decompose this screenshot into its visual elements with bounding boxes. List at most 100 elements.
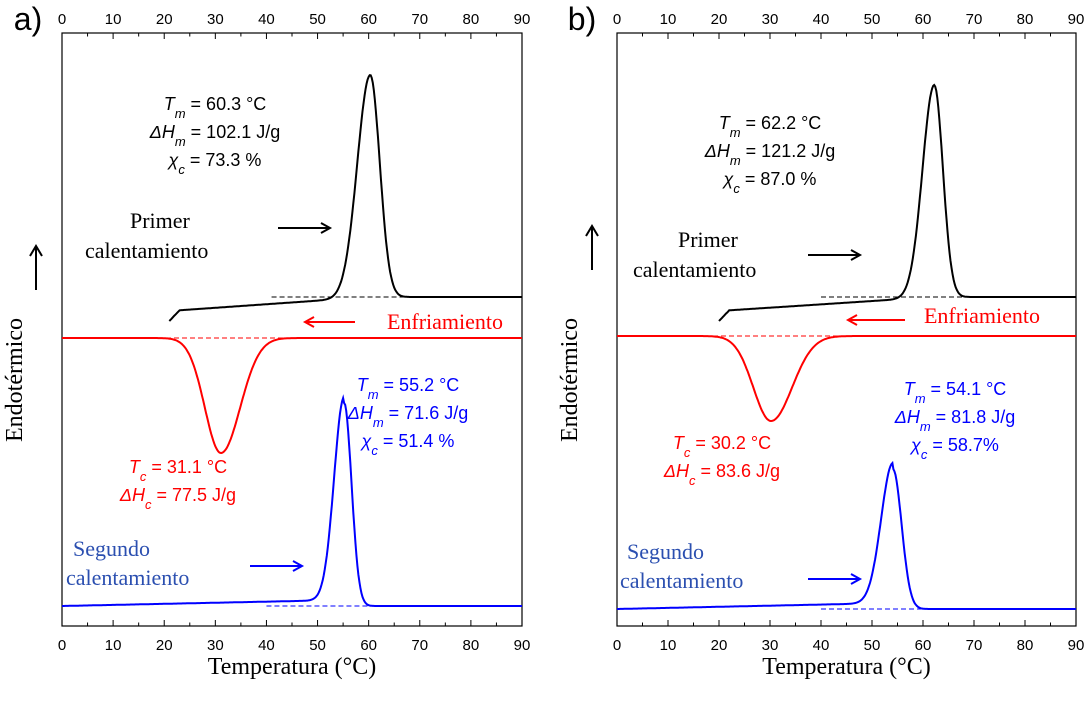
x-tick-label-top: 70 [966,11,983,28]
annot-sub: m [175,106,186,121]
x-tick-label-top: 0 [58,11,66,28]
annot-sub: m [373,415,384,430]
annot-sub: c [140,469,147,484]
x-tick-label-top: 20 [156,11,173,28]
annot-value: = 60.3 °C [186,94,267,114]
x-tick-label-top: 0 [613,11,621,28]
annot-value: = 73.3 % [185,150,262,170]
annot-value: = 31.1 °C [146,457,227,477]
annotation-first-heating-line-2: ΔHm = 121.2 J/g [704,141,836,168]
x-tick-label-bottom: 90 [514,637,531,654]
annot-value: = 51.4 % [378,431,455,451]
annot-sub: m [175,134,186,149]
x-tick-label-top: 40 [258,11,275,28]
annot-sym: χ [360,431,373,451]
x-tick-label-top: 50 [864,11,881,28]
annotation-first-heating-line-1: Tm = 60.3 °C [164,94,267,121]
annot-sub: c [689,473,696,488]
x-tick-label-top: 90 [514,11,531,28]
annotation-first-heating-line-3: χc = 87.0 % [722,169,817,196]
annot-sub: m [915,391,926,406]
curve-label-second-1: Segundo [627,539,704,564]
curve-label-first-1: Primer [678,227,739,252]
annotation-cooling-line-2: ΔHc = 77.5 J/g [119,485,236,512]
x-tick-label-bottom: 0 [58,637,66,654]
annot-sub: c [178,162,185,177]
annot-value: = 55.2 °C [379,375,460,395]
curve-label-cooling: Enfriamiento [924,303,1040,328]
annotation-second-heating-line-2: ΔHm = 81.8 J/g [894,407,1015,434]
annot-sym: T [904,379,917,399]
x-tick-label-top: 90 [1068,11,1085,28]
x-tick-label-top: 20 [711,11,728,28]
x-tick-label-bottom: 80 [1017,637,1034,654]
x-tick-label-bottom: 40 [258,637,275,654]
x-tick-label-bottom: 60 [360,637,377,654]
endotherm-arrow-head [585,224,599,237]
annot-sub: c [371,443,378,458]
annot-sub: m [730,153,741,168]
annot-sym: χ [722,169,735,189]
x-tick-label-bottom: 10 [105,637,122,654]
annotation-second-heating-line-3: χc = 58.7% [909,435,999,462]
x-tick-label-top: 60 [915,11,932,28]
annot-sym: T [357,375,370,395]
x-tick-label-top: 40 [813,11,830,28]
chart-panel-a: a) 0 0 10 10 20 20 30 30 40 40 50 50 60 60 70 70 80 80 90 90… [2,1,530,680]
annot-value: = 87.0 % [740,169,817,189]
panel-label: a) [14,1,42,37]
annot-sym: ΔH [149,122,176,142]
annot-sym: T [129,457,142,477]
annot-sym: ΔH [704,141,731,161]
annotation-second-heating-line-3: χc = 51.4 % [360,431,455,458]
x-tick-label-top: 80 [463,11,480,28]
annotation-second-heating-line-2: ΔHm = 71.6 J/g [347,403,468,430]
x-tick-label-bottom: 50 [309,637,326,654]
x-tick-label-top: 70 [411,11,428,28]
arrow-first-heating-head [320,222,333,234]
arrow-second-heating-head [850,573,863,585]
x-tick-label-bottom: 10 [660,637,677,654]
annot-sym: χ [909,435,922,455]
x-tick-label-bottom: 40 [813,637,830,654]
curve-label-cooling: Enfriamiento [387,309,503,334]
arrow-second-heating-head [292,560,305,572]
arrow-cooling-head [845,314,858,326]
x-tick-label-bottom: 60 [915,637,932,654]
x-tick-label-bottom: 90 [1068,637,1085,654]
annot-value: = 30.2 °C [690,433,771,453]
x-tick-label-top: 30 [207,11,224,28]
x-tick-label-bottom: 80 [463,637,480,654]
x-axis-label: Temperatura (°C) [208,654,377,680]
annot-sym: ΔH [119,485,146,505]
annotation-cooling-line-1: Tc = 30.2 °C [673,433,771,460]
curve-label-second-1: Segundo [73,536,150,561]
annot-sub: m [368,387,379,402]
curve-label-first-2: calentamiento [633,257,756,282]
annot-sub: c [733,181,740,196]
x-tick-label-bottom: 0 [613,637,621,654]
x-tick-label-bottom: 70 [966,637,983,654]
annotation-first-heating-line-3: χc = 73.3 % [167,150,262,177]
x-tick-label-bottom: 20 [156,637,173,654]
annot-value: = 62.2 °C [741,113,822,133]
series-line-first [168,74,522,322]
annot-sym: ΔH [663,461,690,481]
annot-sub: c [684,445,691,460]
annot-value: = 102.1 J/g [186,122,281,142]
x-tick-label-top: 10 [660,11,677,28]
series-line-first [718,83,1076,322]
annotation-second-heating-line-1: Tm = 55.2 °C [357,375,460,402]
annot-sym: T [164,94,177,114]
annot-value: = 81.8 J/g [931,407,1016,427]
y-axis-label: Endotérmico [557,318,583,442]
annot-value: = 121.2 J/g [741,141,836,161]
annot-sym: χ [167,150,180,170]
annot-value: = 71.6 J/g [384,403,469,423]
annot-sub: c [921,447,928,462]
panel-label: b) [568,1,596,37]
x-axis-label: Temperatura (°C) [762,654,931,680]
plot-frame [616,32,1077,627]
annot-value: = 58.7% [927,435,999,455]
